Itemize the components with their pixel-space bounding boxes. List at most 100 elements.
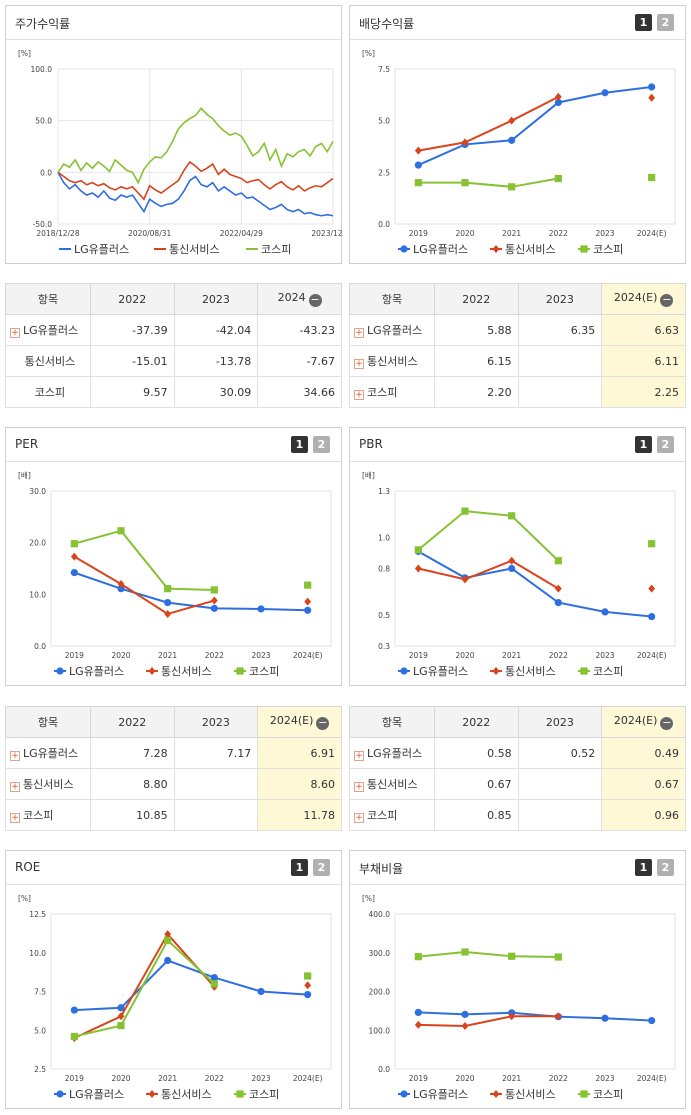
cell-value [173, 799, 259, 831]
x-tick-label: 2022 [549, 1074, 568, 1083]
cell-value: -7.67 [257, 345, 342, 377]
cell-value: 6.11 [601, 345, 686, 377]
legend-label: 통신서비스 [161, 1088, 212, 1101]
row-name-cell[interactable]: + LG유플러스 [349, 314, 435, 346]
expand-icon[interactable]: + [354, 813, 364, 823]
series-line [417, 550, 652, 618]
page-2-button[interactable]: 2 [313, 859, 330, 876]
page-1-button[interactable]: 1 [291, 859, 308, 876]
page-1-button[interactable]: 1 [635, 859, 652, 876]
page-1-button[interactable]: 1 [635, 14, 652, 31]
y-tick-label: 7.5 [34, 988, 46, 997]
col-header-2023: 2023 [517, 706, 603, 738]
row-name-cell[interactable]: + LG유플러스 [5, 737, 91, 769]
expand-icon[interactable]: + [354, 359, 364, 369]
page-2-button[interactable]: 2 [657, 436, 674, 453]
expand-icon[interactable]: + [10, 751, 20, 761]
y-tick-label: 12.5 [29, 910, 46, 919]
table-row: + 통신서비스 8.80 8.60 [5, 768, 342, 800]
dividend-table: 항목 2022 2023 2024(E) − + LG유플러스 5.88 6.35 … [349, 283, 686, 408]
row-name-cell[interactable]: + 코스피 [5, 799, 91, 831]
returns-panel: 주가수익률 [%] 100.0 50.0 0.0 -50.0 2018/12/28 2020… [5, 5, 343, 264]
expand-icon[interactable]: + [354, 782, 364, 792]
x-tick-label: 2022 [205, 1074, 224, 1083]
series-line [73, 555, 215, 616]
legend-label: 코스피 [593, 1088, 623, 1101]
collapse-icon[interactable]: − [660, 293, 674, 307]
collapse-icon[interactable]: − [316, 716, 330, 730]
expand-icon[interactable]: + [10, 782, 20, 792]
table-row: + LG유플러스 7.28 7.17 6.91 [5, 737, 342, 769]
row-name: 코스피 [23, 809, 54, 822]
col-header-item: 항목 [349, 283, 435, 315]
row-name-cell[interactable]: + 코스피 [349, 799, 435, 831]
data-point [554, 174, 562, 183]
data-point [554, 599, 562, 607]
table-header-row: 항목 2022 2023 2024(E) − [349, 283, 686, 315]
table-header-row: 항목 2022 2023 2024(E) − [349, 706, 686, 738]
y-tick-label: 5.0 [378, 117, 390, 126]
col-header-2023: 2023 [173, 283, 259, 315]
y-tick-label: 30.0 [29, 487, 46, 496]
cell-value: 2.25 [601, 376, 686, 408]
y-tick-label: -50.0 [33, 220, 53, 229]
row-name-cell[interactable]: + 코스피 [349, 376, 435, 408]
y-tick-label: 300.0 [369, 949, 391, 958]
expand-icon[interactable]: + [354, 751, 364, 761]
expand-icon[interactable]: + [10, 813, 20, 823]
y-tick-label: 2.5 [378, 168, 390, 177]
cell-value: -15.01 [89, 345, 175, 377]
x-tick-label: 2024(E) [637, 1074, 667, 1083]
data-point [508, 183, 516, 191]
data-point [210, 596, 218, 605]
x-tick-label: 2020 [455, 1074, 474, 1083]
per-table: 항목 2022 2023 2024(E) − + LG유플러스 7.28 7.17 … [5, 706, 342, 831]
row-name-cell[interactable]: + 통신서비스 [349, 768, 435, 800]
col-header-2024e-label: 2024(E) [613, 291, 658, 304]
data-point [236, 667, 244, 675]
row-name-cell: 통신서비스 [5, 345, 91, 377]
page-1-button[interactable]: 1 [291, 436, 308, 453]
row-name-cell[interactable]: + LG유플러스 [349, 737, 435, 769]
collapse-icon[interactable]: − [660, 716, 674, 730]
x-tick-label: 2024(E) [637, 229, 667, 238]
row-name-cell[interactable]: + LG유플러스 [5, 314, 91, 346]
per-header: PER 1 2 [6, 428, 341, 462]
y-tick-label: 7.5 [378, 65, 390, 74]
data-point [461, 575, 469, 584]
page-2-button[interactable]: 2 [657, 14, 674, 31]
data-point [508, 136, 516, 144]
expand-icon[interactable]: + [354, 328, 364, 338]
page-2-button[interactable]: 2 [313, 436, 330, 453]
table-row: 통신서비스 -15.01 -13.78 -7.67 [5, 345, 342, 377]
series-line [417, 510, 560, 562]
data-point [508, 116, 516, 125]
row-name-cell[interactable]: + 통신서비스 [349, 345, 435, 377]
cell-value: 0.96 [601, 799, 686, 831]
expand-icon[interactable]: + [10, 328, 20, 338]
data-point [492, 1090, 500, 1098]
y-tick-label: 100.0 [369, 1026, 391, 1035]
col-header-2024e: 2024(E) − [601, 706, 686, 738]
data-point [648, 540, 656, 548]
cell-value: 0.67 [601, 768, 686, 800]
cell-value [517, 376, 603, 408]
series-line [74, 571, 308, 612]
plot-area [394, 913, 676, 1070]
debt-chart: [%] 400.0 300.0 200.0 100.0 0.0 2019 2020 2021 20… [362, 894, 676, 1101]
cell-value: 2.20 [433, 376, 519, 408]
collapse-icon[interactable]: − [308, 293, 322, 307]
debt-title: 부채비율 [359, 862, 404, 876]
data-point [117, 1004, 125, 1012]
page-1-button[interactable]: 1 [635, 436, 652, 453]
data-point [461, 1010, 469, 1018]
row-name-cell[interactable]: + 통신서비스 [5, 768, 91, 800]
table-row: + 코스피 10.85 11.78 [5, 799, 342, 831]
plot-area [50, 490, 332, 647]
data-point [554, 1012, 562, 1021]
page-2-button[interactable]: 2 [657, 859, 674, 876]
series-line [418, 96, 559, 152]
legend-label: 코스피 [249, 1088, 279, 1101]
expand-icon[interactable]: + [354, 390, 364, 400]
row-name: 코스피 [367, 386, 398, 399]
